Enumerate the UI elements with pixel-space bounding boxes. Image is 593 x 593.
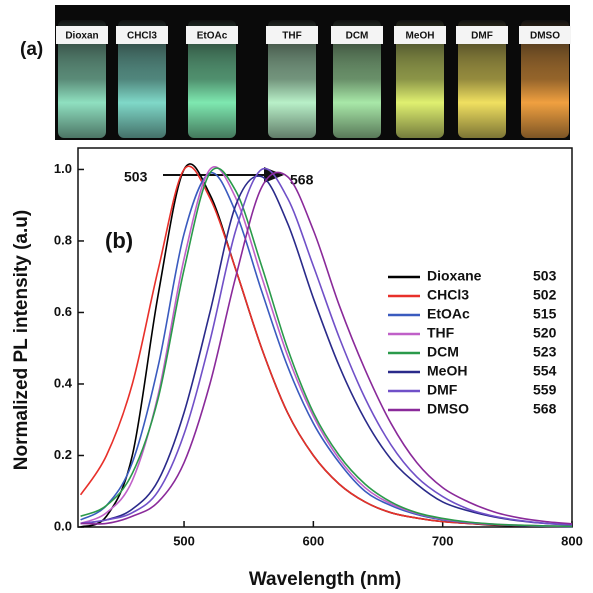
legend-peak: 559 [533, 382, 557, 398]
vial-label: EtOAc [197, 31, 228, 42]
y-tick-label: 0.0 [54, 518, 72, 533]
legend-label: DMF [427, 382, 458, 398]
vial-label: MeOH [406, 31, 435, 42]
legend-peak: 503 [533, 268, 557, 284]
vial-label: Dioxan [65, 31, 98, 42]
legend-peak: 502 [533, 287, 557, 303]
vial-label: DMF [471, 31, 493, 42]
legend-label: CHCl3 [427, 287, 469, 303]
legend-label: EtOAc [427, 306, 470, 322]
photo-panel: Dioxan CHCl3 EtOAc THF DCM MeOH DMF DMSO [55, 5, 571, 140]
legend-peak: 568 [533, 401, 557, 417]
legend-label: MeOH [427, 363, 467, 379]
line-series [80, 175, 573, 526]
vial-label: DMSO [530, 31, 560, 42]
plot-frame [77, 147, 573, 528]
line-series [80, 172, 573, 528]
y-tick-label: 1.0 [54, 161, 72, 176]
y-tick-label: 0.4 [54, 375, 73, 390]
vial [521, 20, 569, 138]
legend-peak: 523 [533, 344, 557, 360]
vial [188, 20, 236, 138]
line-series [79, 165, 573, 528]
y-tick-label: 0.8 [54, 232, 72, 247]
arrow-label: 568 [290, 172, 314, 188]
y-tick-label: 0.2 [54, 447, 72, 462]
panel-label: (a) [20, 39, 43, 60]
vial-label-box [394, 26, 446, 44]
legend-label: THF [427, 325, 455, 341]
x-axis-title: Wavelength (nm) [249, 569, 401, 590]
x-tick-label: 800 [561, 533, 583, 548]
vial-label-box [56, 26, 108, 44]
line-series [80, 163, 573, 528]
vial-label-box [456, 26, 508, 44]
x-tick-label: 500 [173, 533, 195, 548]
legend-label: Dioxane [427, 268, 482, 284]
x-tick-label: 700 [432, 533, 454, 548]
x-tick-label: 600 [303, 533, 325, 548]
vial [268, 20, 316, 138]
line-series [80, 167, 573, 528]
legend-peak: 520 [533, 325, 557, 341]
legend-label: DMSO [427, 401, 469, 417]
vial [58, 20, 106, 138]
arrow-label: 503 [124, 169, 148, 185]
panel-label: (b) [105, 228, 133, 253]
line-series [80, 171, 573, 525]
line-series [80, 167, 573, 526]
vial-label-box [519, 26, 571, 44]
vial [458, 20, 506, 138]
vial-label-box [186, 26, 238, 44]
vial [118, 20, 166, 138]
legend-peak: 515 [533, 306, 557, 322]
y-axis-title: Normalized PL intensity (a.u) [11, 210, 32, 470]
vial-label: DCM [346, 31, 369, 42]
vial [396, 20, 444, 138]
vial-label-box [116, 26, 168, 44]
vial [333, 20, 381, 138]
legend-peak: 554 [533, 363, 557, 379]
y-tick-label: 0.6 [54, 304, 72, 319]
vial-label: THF [282, 31, 301, 42]
legend-label: DCM [427, 344, 459, 360]
vial-label-box [266, 26, 318, 44]
vial-label-box [331, 26, 383, 44]
vial-label: CHCl3 [127, 31, 157, 42]
